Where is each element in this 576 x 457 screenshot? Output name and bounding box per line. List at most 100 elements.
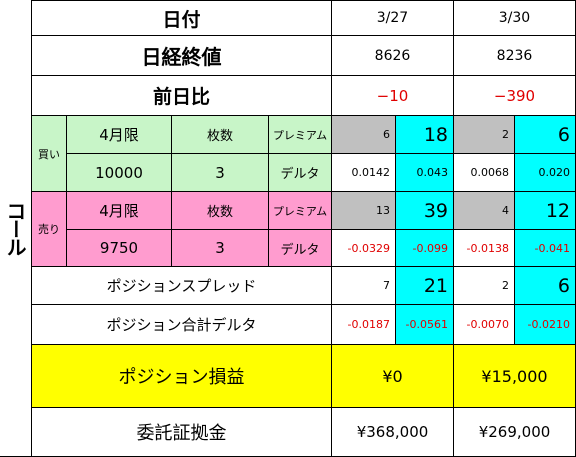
buy-qty: 3 bbox=[215, 163, 225, 182]
total-delta-label-cell[interactable]: ポジション合計デルタ bbox=[32, 305, 332, 345]
pnl-label: ポジション損益 bbox=[118, 367, 245, 388]
change-label-cell[interactable]: 前日比 bbox=[32, 76, 332, 116]
buy-premium-total-1-value: 18 bbox=[423, 123, 448, 146]
buy-delta-total-2[interactable]: 0.020 bbox=[515, 154, 576, 192]
spread-unit-1-value: 7 bbox=[383, 279, 390, 292]
nikkei-cell-1[interactable]: 8626 bbox=[332, 36, 454, 76]
date-value-2: 3/30 bbox=[498, 10, 531, 26]
date-header-label: 日付 bbox=[162, 8, 201, 31]
change-value-1: −10 bbox=[376, 86, 409, 105]
pnl-value-1: ¥0 bbox=[382, 366, 403, 386]
spread-total-2[interactable]: 6 bbox=[515, 267, 576, 305]
buy-premium-unit-2[interactable]: 2 bbox=[454, 116, 515, 154]
sell-delta-total-2-value: -0.041 bbox=[534, 241, 570, 255]
sell-qty: 3 bbox=[215, 239, 225, 257]
date-cell-1[interactable]: 3/27 bbox=[332, 0, 454, 36]
margin-value-2: ¥269,000 bbox=[478, 423, 551, 441]
sell-premium-total-1-value: 39 bbox=[423, 199, 448, 222]
nikkei-cell-2[interactable]: 8236 bbox=[454, 36, 576, 76]
buy-strike-cell[interactable]: 10000 bbox=[67, 154, 172, 192]
sell-premium-unit-1-value: 13 bbox=[376, 204, 390, 217]
buy-label-cell[interactable]: 買い bbox=[32, 116, 67, 192]
sell-strike-cell[interactable]: 9750 bbox=[67, 230, 172, 267]
total-delta-unit-2[interactable]: -0.0070 bbox=[454, 305, 515, 345]
sell-strike: 9750 bbox=[99, 239, 139, 257]
buy-delta-label-cell[interactable]: デルタ bbox=[269, 154, 332, 192]
sell-month: 4月限 bbox=[99, 202, 139, 220]
sell-qty-label-cell[interactable]: 枚数 bbox=[172, 192, 269, 230]
spread-total-1-value: 21 bbox=[423, 274, 448, 297]
spread-unit-1[interactable]: 7 bbox=[332, 267, 396, 305]
total-delta-total-1[interactable]: -0.0561 bbox=[396, 305, 454, 345]
total-delta-total-1-value: -0.0561 bbox=[405, 318, 448, 331]
sell-premium-label: プレミアム bbox=[272, 204, 328, 218]
margin-cell-2[interactable]: ¥269,000 bbox=[454, 408, 576, 457]
spread-label-cell[interactable]: ポジションスプレッド bbox=[32, 267, 332, 305]
buy-premium-label-cell[interactable]: プレミアム bbox=[269, 116, 332, 154]
sell-delta-unit-2[interactable]: -0.0138 bbox=[454, 230, 515, 267]
sell-delta-label-cell[interactable]: デルタ bbox=[269, 230, 332, 267]
pnl-label-cell[interactable]: ポジション損益 bbox=[32, 345, 332, 408]
buy-month-cell[interactable]: 4月限 bbox=[67, 116, 172, 154]
sell-premium-unit-2[interactable]: 4 bbox=[454, 192, 515, 230]
margin-cell-1[interactable]: ¥368,000 bbox=[332, 408, 454, 457]
buy-qty-label-cell[interactable]: 枚数 bbox=[172, 116, 269, 154]
buy-premium-unit-2-value: 2 bbox=[502, 128, 509, 141]
call-side-label: コール bbox=[3, 201, 27, 255]
buy-premium-label: プレミアム bbox=[272, 128, 328, 142]
spread-total-1[interactable]: 21 bbox=[396, 267, 454, 305]
buy-premium-unit-1[interactable]: 6 bbox=[332, 116, 396, 154]
sell-qty-cell[interactable]: 3 bbox=[172, 230, 269, 267]
nikkei-value-2: 8236 bbox=[496, 47, 533, 64]
buy-delta-unit-2[interactable]: 0.0068 bbox=[454, 154, 515, 192]
buy-premium-total-2[interactable]: 6 bbox=[515, 116, 576, 154]
spread-unit-2[interactable]: 2 bbox=[454, 267, 515, 305]
sell-label-cell[interactable]: 売り bbox=[32, 192, 67, 267]
buy-delta-unit-1-value: 0.0142 bbox=[351, 166, 391, 179]
sell-qty-label: 枚数 bbox=[206, 205, 233, 220]
call-side-label-cell: コール bbox=[0, 0, 32, 457]
sell-delta-total-2[interactable]: -0.041 bbox=[515, 230, 576, 267]
sell-premium-total-1[interactable]: 39 bbox=[396, 192, 454, 230]
sell-month-cell[interactable]: 4月限 bbox=[67, 192, 172, 230]
buy-strike: 10000 bbox=[95, 163, 143, 182]
date-value-1: 3/27 bbox=[376, 10, 409, 26]
date-cell-2[interactable]: 3/30 bbox=[454, 0, 576, 36]
spread-label: ポジションスプレッド bbox=[106, 277, 257, 295]
change-cell-2[interactable]: −390 bbox=[454, 76, 576, 116]
spread-total-2-value: 6 bbox=[557, 274, 570, 297]
sell-delta-total-1[interactable]: -0.099 bbox=[396, 230, 454, 267]
sell-premium-total-2-value: 12 bbox=[545, 199, 570, 222]
total-delta-total-2[interactable]: -0.0210 bbox=[515, 305, 576, 345]
nikkei-label-cell[interactable]: 日経終値 bbox=[32, 36, 332, 76]
buy-delta-total-1-value: 0.043 bbox=[416, 166, 449, 179]
buy-delta-total-1[interactable]: 0.043 bbox=[396, 154, 454, 192]
buy-qty-label: 枚数 bbox=[206, 129, 233, 144]
sell-delta-unit-2-value: -0.0138 bbox=[466, 241, 509, 255]
sell-delta-label: デルタ bbox=[280, 242, 320, 258]
buy-delta-unit-2-value: 0.0068 bbox=[470, 166, 510, 179]
total-delta-total-2-value: -0.0210 bbox=[527, 318, 570, 331]
sell-label: 売り bbox=[38, 223, 60, 236]
date-header-label-cell[interactable]: 日付 bbox=[32, 0, 332, 36]
buy-qty-cell[interactable]: 3 bbox=[172, 154, 269, 192]
pnl-value-2: ¥15,000 bbox=[481, 366, 548, 386]
nikkei-label: 日経終値 bbox=[141, 45, 222, 69]
pnl-cell-2[interactable]: ¥15,000 bbox=[454, 345, 576, 408]
total-delta-unit-1[interactable]: -0.0187 bbox=[332, 305, 396, 345]
sell-premium-label-cell[interactable]: プレミアム bbox=[269, 192, 332, 230]
total-delta-label: ポジション合計デルタ bbox=[106, 316, 257, 334]
buy-premium-unit-1-value: 6 bbox=[383, 128, 390, 141]
buy-delta-unit-1[interactable]: 0.0142 bbox=[332, 154, 396, 192]
margin-label-cell[interactable]: 委託証拠金 bbox=[32, 408, 332, 457]
sell-delta-unit-1[interactable]: -0.0329 bbox=[332, 230, 396, 267]
change-cell-1[interactable]: −10 bbox=[332, 76, 454, 116]
buy-premium-total-1[interactable]: 18 bbox=[396, 116, 454, 154]
total-delta-unit-1-value: -0.0187 bbox=[347, 318, 390, 331]
sell-premium-unit-1[interactable]: 13 bbox=[332, 192, 396, 230]
pnl-cell-1[interactable]: ¥0 bbox=[332, 345, 454, 408]
sell-premium-unit-2-value: 4 bbox=[502, 204, 509, 217]
buy-label: 買い bbox=[38, 147, 60, 161]
sell-premium-total-2[interactable]: 12 bbox=[515, 192, 576, 230]
